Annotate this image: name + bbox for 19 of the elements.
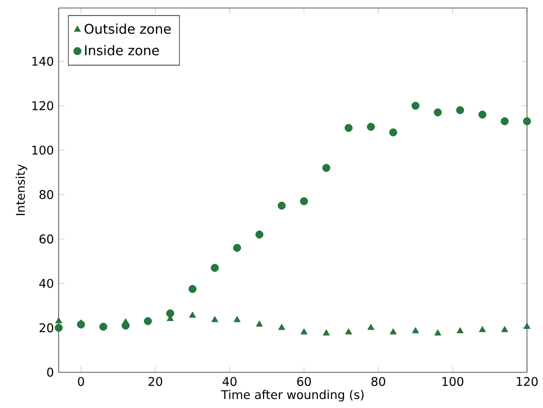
- x-tick-label: 100: [442, 376, 464, 386]
- x-tick-label: 0: [78, 376, 84, 386]
- x-axis-title: Time after wounding (s): [221, 390, 364, 402]
- x-tick-label: 60: [297, 376, 311, 386]
- y-tick-label: 100: [32, 145, 54, 155]
- x-tick-label: 120: [516, 376, 538, 386]
- x-tick-label: 80: [372, 376, 386, 386]
- y-axis-title: Intensity: [16, 164, 28, 215]
- y-tick-label: 80: [40, 190, 54, 199]
- y-tick-label: 0: [47, 368, 54, 377]
- x-tick-label: 40: [222, 376, 237, 386]
- legend-label: Outside zone: [84, 23, 171, 34]
- y-tick-label: 40: [39, 278, 54, 288]
- legend-label: Inside zone: [85, 44, 159, 56]
- x-tick-label: 20: [148, 376, 162, 386]
- y-tick-label: 20: [40, 323, 54, 332]
- y-tick-label: 120: [32, 101, 54, 110]
- y-tick-label: 140: [32, 56, 54, 66]
- y-tick-label: 60: [40, 234, 54, 244]
